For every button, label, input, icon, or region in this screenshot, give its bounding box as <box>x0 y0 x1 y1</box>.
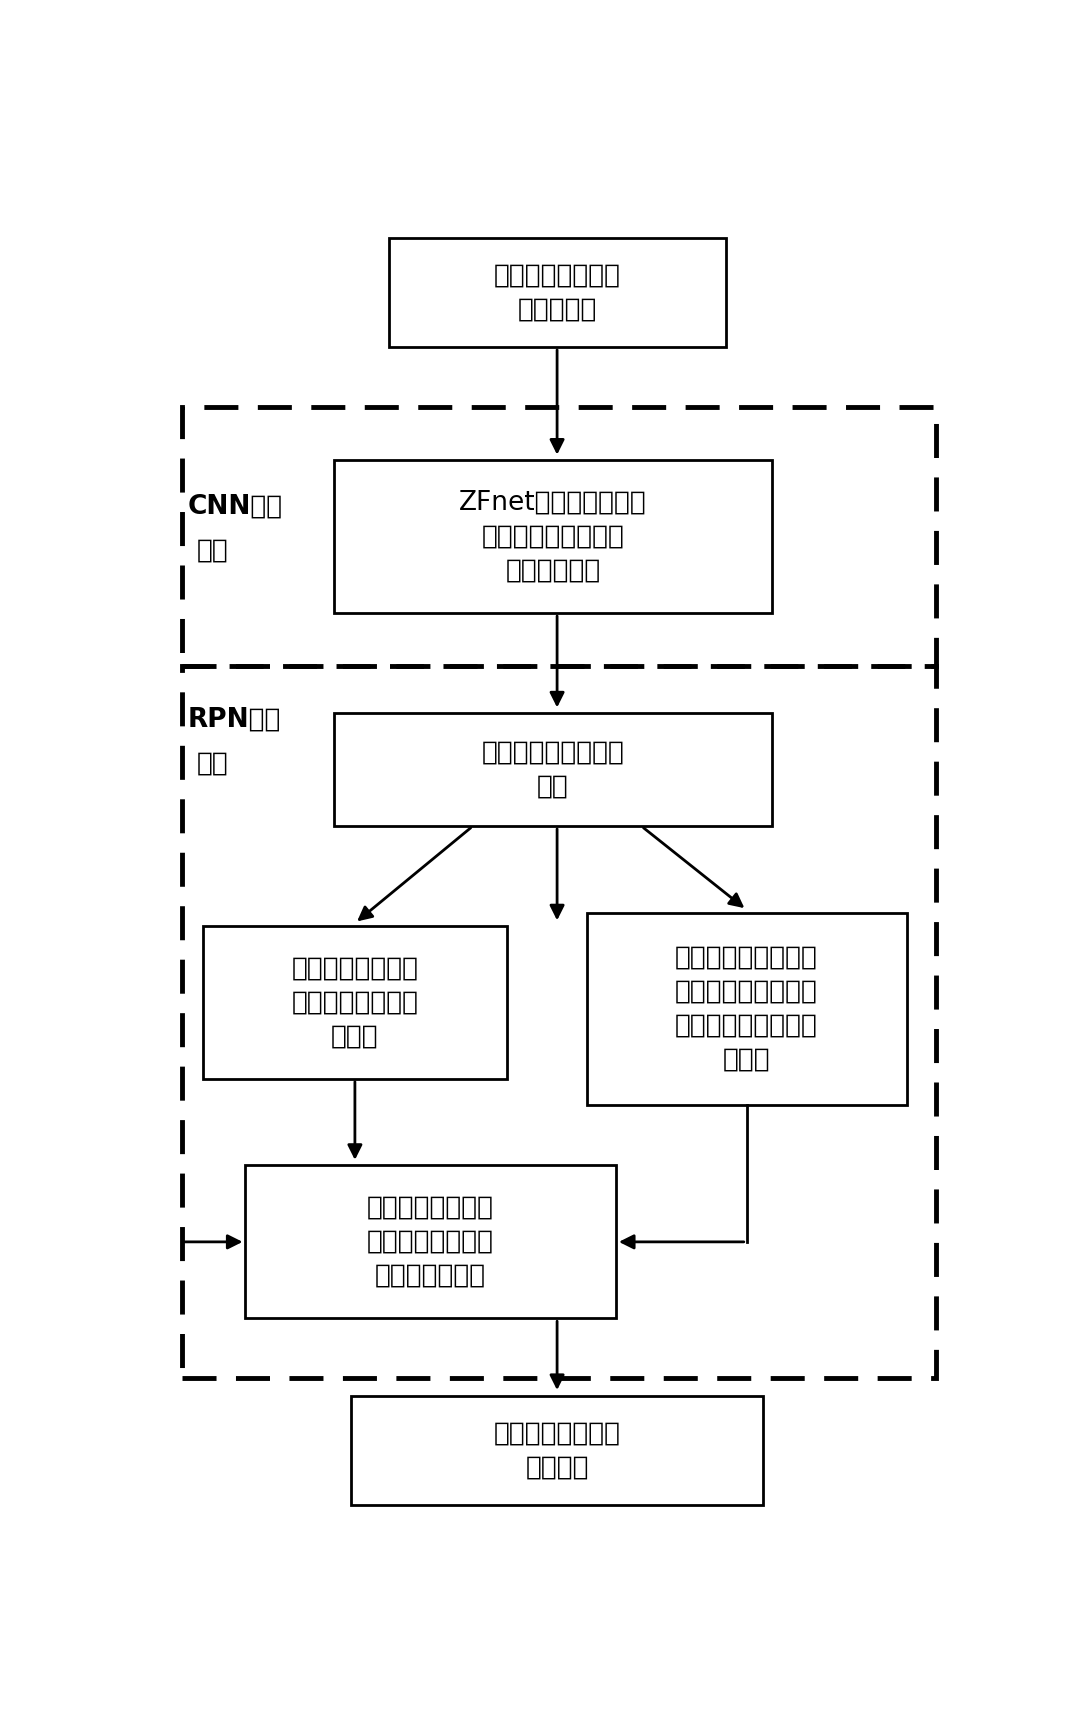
Text: RPN网络: RPN网络 <box>188 707 282 733</box>
Bar <box>587 912 907 1106</box>
Bar <box>334 460 772 613</box>
Text: 采用归一化函数判
断目标属于前景还
是背景: 采用归一化函数判 断目标属于前景还 是背景 <box>291 956 418 1049</box>
Bar <box>183 408 936 667</box>
Text: 采用逻辑回归方法，
不断优化边界框，获
得理想的电线缺陷区
域提议: 采用逻辑回归方法， 不断优化边界框，获 得理想的电线缺陷区 域提议 <box>675 945 819 1073</box>
Bar <box>351 1396 763 1505</box>
Bar <box>389 238 726 347</box>
Text: 训练: 训练 <box>197 750 228 776</box>
Bar <box>334 714 772 826</box>
Text: 输出高压电线缺陷
检测模型: 输出高压电线缺陷 检测模型 <box>493 1420 621 1481</box>
Bar <box>246 1165 616 1318</box>
Text: ZFnet神经网络模型对
电线缺陷特征进行提
取得到特征图: ZFnet神经网络模型对 电线缺陷特征进行提 取得到特征图 <box>459 489 647 584</box>
Text: 根据特征图生成区域
提议: 根据特征图生成区域 提议 <box>482 740 624 800</box>
Bar <box>203 926 507 1078</box>
Text: 提取: 提取 <box>197 537 228 563</box>
Bar <box>183 667 936 1379</box>
Text: 制作好的高压电线
缺陷样本集: 制作好的高压电线 缺陷样本集 <box>493 263 621 323</box>
Text: CNN网络: CNN网络 <box>188 494 284 520</box>
Text: 将前景和特征图输
入至全连接层，判
断电线缺陷类别: 将前景和特征图输 入至全连接层，判 断电线缺陷类别 <box>367 1194 495 1289</box>
